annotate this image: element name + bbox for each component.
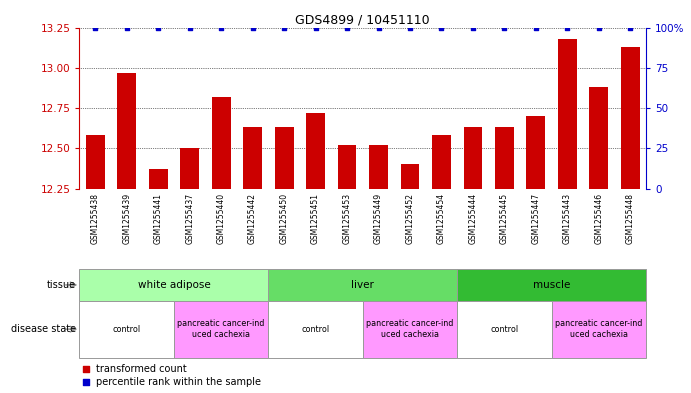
Point: [373, 24, 384, 31]
Point: [153, 24, 164, 31]
Point: [81, 366, 92, 373]
Text: GSM1255440: GSM1255440: [216, 193, 226, 244]
Point: [562, 24, 573, 31]
Bar: [495, 127, 514, 189]
Text: GSM1255439: GSM1255439: [122, 193, 131, 244]
Bar: [180, 148, 199, 189]
Bar: [551, 301, 646, 358]
Bar: [621, 47, 640, 189]
Point: [247, 24, 258, 31]
Bar: [79, 301, 174, 358]
Bar: [268, 301, 363, 358]
Bar: [274, 127, 294, 189]
Text: GSM1255451: GSM1255451: [311, 193, 320, 244]
Text: GSM1255446: GSM1255446: [594, 193, 603, 244]
Text: GSM1255450: GSM1255450: [280, 193, 289, 244]
Bar: [306, 113, 325, 189]
Text: pancreatic cancer-ind
uced cachexia: pancreatic cancer-ind uced cachexia: [178, 320, 265, 339]
Text: tissue: tissue: [47, 280, 76, 290]
Point: [404, 24, 415, 31]
Bar: [268, 269, 457, 301]
Point: [90, 24, 101, 31]
Bar: [558, 39, 577, 189]
Text: GSM1255444: GSM1255444: [468, 193, 477, 244]
Point: [594, 24, 605, 31]
Text: GSM1255441: GSM1255441: [153, 193, 162, 244]
Bar: [527, 116, 545, 189]
Text: control: control: [491, 325, 518, 334]
Text: GSM1255449: GSM1255449: [374, 193, 383, 244]
Text: disease state: disease state: [11, 324, 76, 334]
Text: muscle: muscle: [533, 280, 570, 290]
Text: control: control: [301, 325, 330, 334]
Text: GSM1255443: GSM1255443: [563, 193, 572, 244]
Title: GDS4899 / 10451110: GDS4899 / 10451110: [296, 13, 430, 26]
Bar: [243, 127, 262, 189]
Text: pancreatic cancer-ind
uced cachexia: pancreatic cancer-ind uced cachexia: [555, 320, 643, 339]
Bar: [369, 145, 388, 189]
Text: GSM1255445: GSM1255445: [500, 193, 509, 244]
Point: [81, 379, 92, 385]
Text: liver: liver: [351, 280, 375, 290]
Text: transformed count: transformed count: [97, 364, 187, 374]
Point: [341, 24, 352, 31]
Point: [184, 24, 195, 31]
Text: GSM1255448: GSM1255448: [626, 193, 635, 244]
Point: [121, 24, 132, 31]
Bar: [589, 87, 608, 189]
Bar: [432, 136, 451, 189]
Bar: [464, 127, 482, 189]
Text: control: control: [113, 325, 141, 334]
Point: [310, 24, 321, 31]
Text: GSM1255438: GSM1255438: [91, 193, 100, 244]
Text: pancreatic cancer-ind
uced cachexia: pancreatic cancer-ind uced cachexia: [366, 320, 454, 339]
Bar: [86, 136, 104, 189]
Point: [436, 24, 447, 31]
Text: percentile rank within the sample: percentile rank within the sample: [97, 377, 261, 387]
Text: GSM1255447: GSM1255447: [531, 193, 540, 244]
Bar: [117, 73, 136, 189]
Text: GSM1255453: GSM1255453: [343, 193, 352, 244]
Text: GSM1255442: GSM1255442: [248, 193, 257, 244]
Bar: [174, 301, 268, 358]
Point: [278, 24, 290, 31]
Bar: [457, 269, 646, 301]
Point: [531, 24, 542, 31]
Bar: [211, 97, 231, 189]
Point: [216, 24, 227, 31]
Text: GSM1255452: GSM1255452: [406, 193, 415, 244]
Bar: [149, 169, 168, 189]
Bar: [401, 164, 419, 189]
Point: [625, 24, 636, 31]
Point: [499, 24, 510, 31]
Point: [467, 24, 478, 31]
Bar: [79, 269, 268, 301]
Text: GSM1255454: GSM1255454: [437, 193, 446, 244]
Bar: [338, 145, 357, 189]
Text: GSM1255437: GSM1255437: [185, 193, 194, 244]
Bar: [457, 301, 551, 358]
Text: white adipose: white adipose: [138, 280, 210, 290]
Bar: [363, 301, 457, 358]
